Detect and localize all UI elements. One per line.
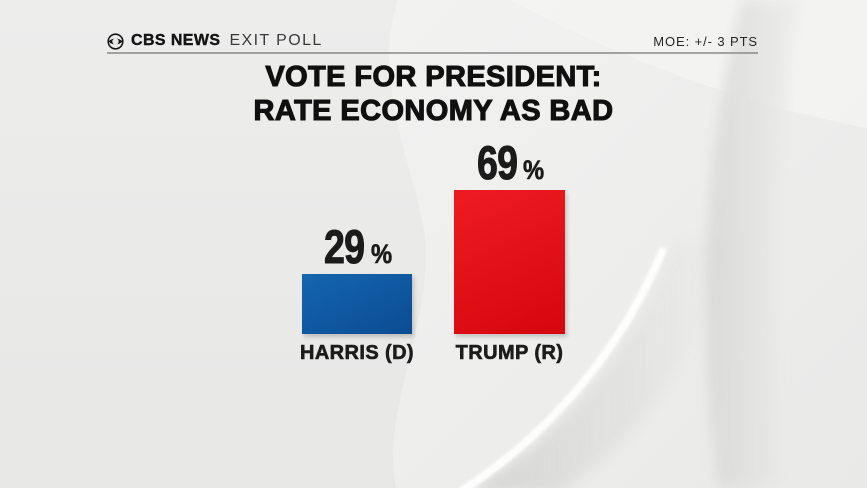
bar-trump [454, 190, 565, 334]
category-label-trump: TRUMP (R) [455, 342, 564, 365]
value-label-harris: 29 % [319, 220, 394, 273]
value-label-trump: 69 % [472, 136, 547, 189]
category-label-harris: HARRIS (D) [300, 342, 414, 365]
chart-title: VOTE FOR PRESIDENT: RATE ECONOMY AS BAD [0, 60, 867, 128]
value-number-trump: 69 [476, 136, 518, 189]
chart-title-line1: VOTE FOR PRESIDENT: [265, 60, 602, 93]
brand-name: CBS NEWS [131, 32, 221, 49]
margin-of-error-note: MOE: +/- 3 PTS [653, 34, 758, 49]
bar-group-harris: 29 % HARRIS (D) [300, 220, 414, 367]
percent-sign-harris: % [370, 239, 392, 269]
chart-title-line2: RATE ECONOMY AS BAD [253, 94, 614, 127]
bar-group-trump: 69 % TRUMP (R) [454, 136, 565, 367]
cbs-eye-icon [107, 32, 124, 50]
brand-program: EXIT POLL [229, 32, 323, 49]
header-divider [107, 52, 758, 54]
percent-sign-trump: % [523, 155, 545, 185]
bar-harris [302, 274, 412, 334]
brand-row: CBS NEWS EXIT POLL [107, 31, 323, 51]
value-number-harris: 29 [324, 220, 366, 273]
